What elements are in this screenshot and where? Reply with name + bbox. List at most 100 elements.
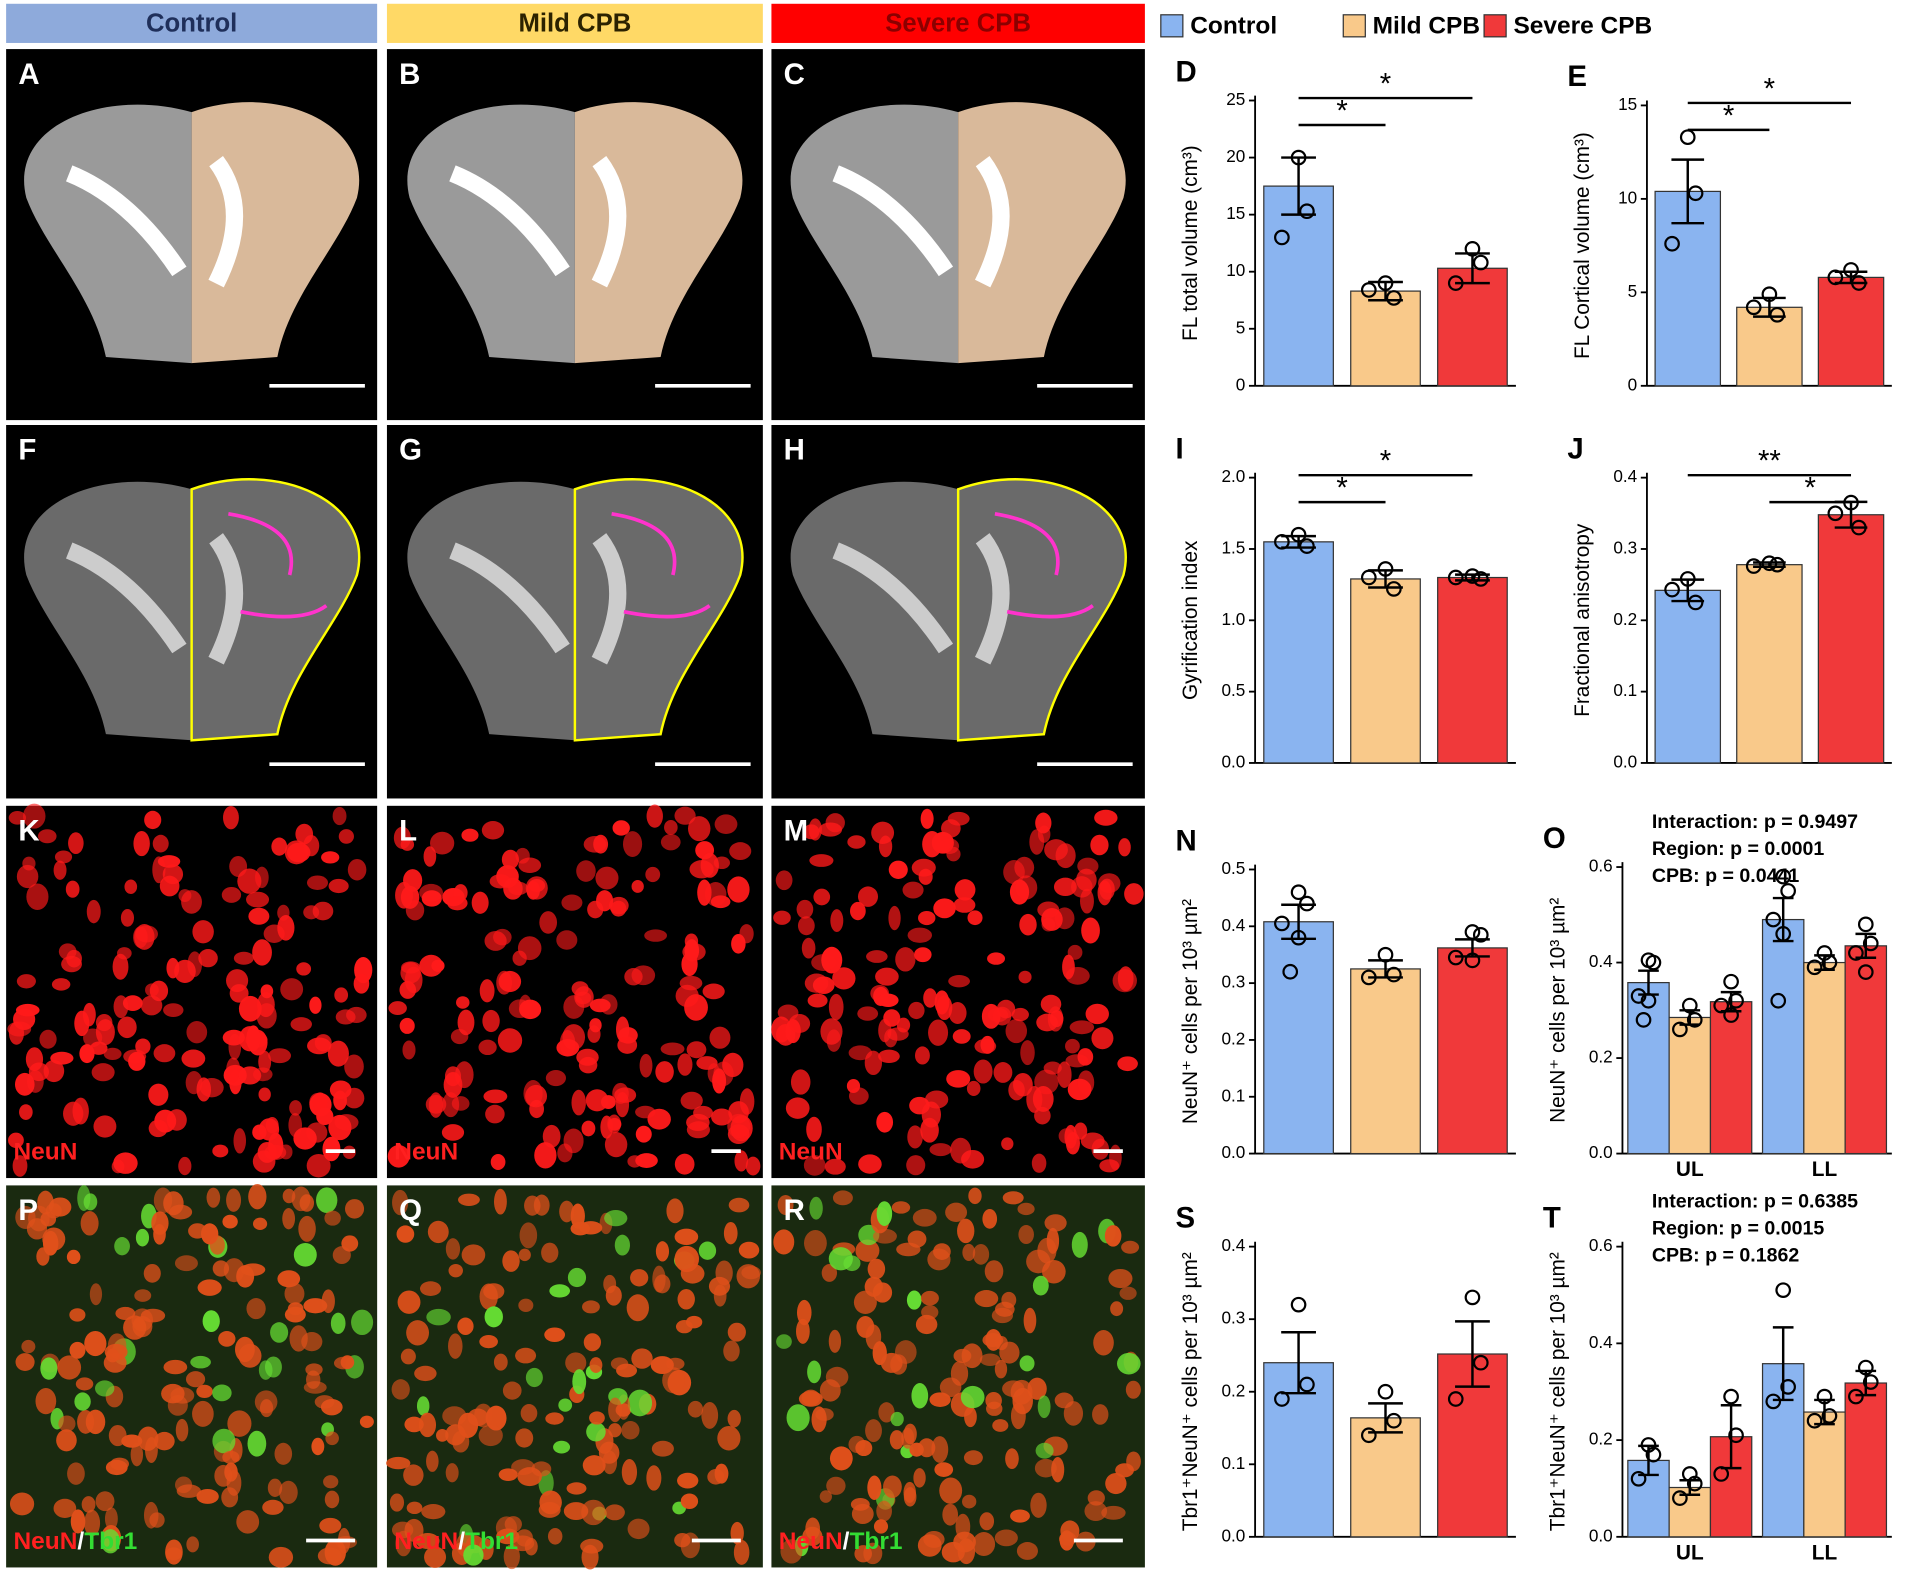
cell xyxy=(174,1255,198,1272)
panel-letter: J xyxy=(1567,432,1583,465)
cell xyxy=(711,1108,733,1126)
data-point xyxy=(1386,290,1402,306)
cell xyxy=(237,868,262,894)
cell xyxy=(222,1214,238,1229)
cell xyxy=(933,898,956,919)
cell xyxy=(677,1053,693,1076)
data-point xyxy=(1360,569,1377,586)
cell xyxy=(68,832,84,855)
cell xyxy=(946,1070,971,1088)
y-tick-label: 0.6 xyxy=(1589,1235,1613,1255)
data-point xyxy=(1645,954,1662,971)
data-point xyxy=(1282,963,1299,980)
cell xyxy=(1037,1395,1051,1419)
x-tick-label: LL xyxy=(1812,1541,1838,1564)
cell xyxy=(586,1422,606,1442)
cell xyxy=(878,1402,895,1423)
cell xyxy=(698,1241,717,1260)
cell xyxy=(589,1018,602,1033)
cell xyxy=(631,1348,653,1369)
y-axis-label: FL total volume (cm³) xyxy=(1179,145,1202,341)
cell xyxy=(1002,1191,1024,1205)
data-point xyxy=(1664,581,1680,598)
data-point xyxy=(1769,306,1786,323)
cell xyxy=(626,1294,649,1322)
panel-letter: I xyxy=(1176,432,1184,465)
cell xyxy=(865,1419,882,1443)
panel-letter: M xyxy=(784,815,808,848)
cell xyxy=(1010,1509,1030,1523)
cell xyxy=(1044,1214,1067,1232)
cell xyxy=(222,1450,240,1464)
y-axis-label: Gyrification index xyxy=(1179,540,1202,700)
cell xyxy=(174,959,196,984)
cell xyxy=(1090,834,1109,856)
cell xyxy=(621,1421,640,1440)
cell xyxy=(262,1499,284,1515)
y-tick-label: 0.1 xyxy=(1221,1085,1245,1105)
cell xyxy=(934,1462,954,1477)
cell xyxy=(1035,1442,1054,1459)
data-point xyxy=(1377,275,1394,291)
cell xyxy=(993,1062,1013,1083)
image-content xyxy=(790,478,1133,767)
cell xyxy=(515,1347,537,1364)
cell xyxy=(274,1442,293,1465)
cell xyxy=(727,876,750,903)
cell xyxy=(110,1457,129,1471)
cell xyxy=(154,1109,177,1133)
cell xyxy=(805,1517,821,1540)
cell xyxy=(524,1195,541,1216)
stain-text: NeuN xyxy=(779,1528,843,1555)
stain-label: NeuN xyxy=(779,1139,843,1166)
cell xyxy=(589,1411,605,1425)
cell xyxy=(91,1063,115,1082)
cell xyxy=(319,1517,342,1534)
cell xyxy=(1036,1013,1058,1032)
cell xyxy=(502,1381,522,1400)
panel-letter: D xyxy=(1176,55,1197,88)
y-tick-label: 5 xyxy=(1628,281,1638,301)
data-point xyxy=(1806,1412,1823,1429)
cell xyxy=(457,1009,475,1036)
cell xyxy=(631,880,644,893)
annotation: Interaction: p = 0.9497 xyxy=(1652,811,1858,833)
cell xyxy=(267,1478,283,1497)
cell xyxy=(980,1035,995,1054)
cell xyxy=(402,1040,416,1060)
cell xyxy=(948,975,970,988)
cell xyxy=(306,1122,328,1143)
cell xyxy=(1010,1402,1026,1430)
y-tick-label: 0.3 xyxy=(1221,972,1245,992)
bar xyxy=(1263,541,1334,764)
y-tick-label: 0.4 xyxy=(1613,466,1637,486)
cell xyxy=(86,899,101,924)
data-point xyxy=(1274,1391,1290,1407)
y-tick-label: 15 xyxy=(1618,94,1637,114)
cell xyxy=(1034,1106,1051,1125)
cell xyxy=(857,886,879,907)
y-tick-label: 10 xyxy=(1618,187,1637,207)
brain-left xyxy=(407,104,575,364)
cell xyxy=(229,984,249,1003)
cell xyxy=(687,1400,704,1418)
data-point xyxy=(1377,561,1394,577)
bar xyxy=(1437,576,1508,764)
cell xyxy=(104,1507,118,1531)
cell xyxy=(821,1264,838,1282)
data-point xyxy=(1827,269,1844,286)
cell xyxy=(891,1201,911,1214)
cell xyxy=(917,1534,942,1557)
cell xyxy=(832,967,856,990)
cell xyxy=(325,1431,339,1446)
cell xyxy=(128,1051,146,1071)
cell xyxy=(202,1310,220,1333)
cell xyxy=(662,1367,685,1394)
cell xyxy=(561,894,583,911)
data-point xyxy=(1862,1374,1879,1390)
cell xyxy=(920,808,934,829)
cell xyxy=(709,1026,731,1049)
cell xyxy=(471,891,489,914)
cell xyxy=(675,984,699,1008)
